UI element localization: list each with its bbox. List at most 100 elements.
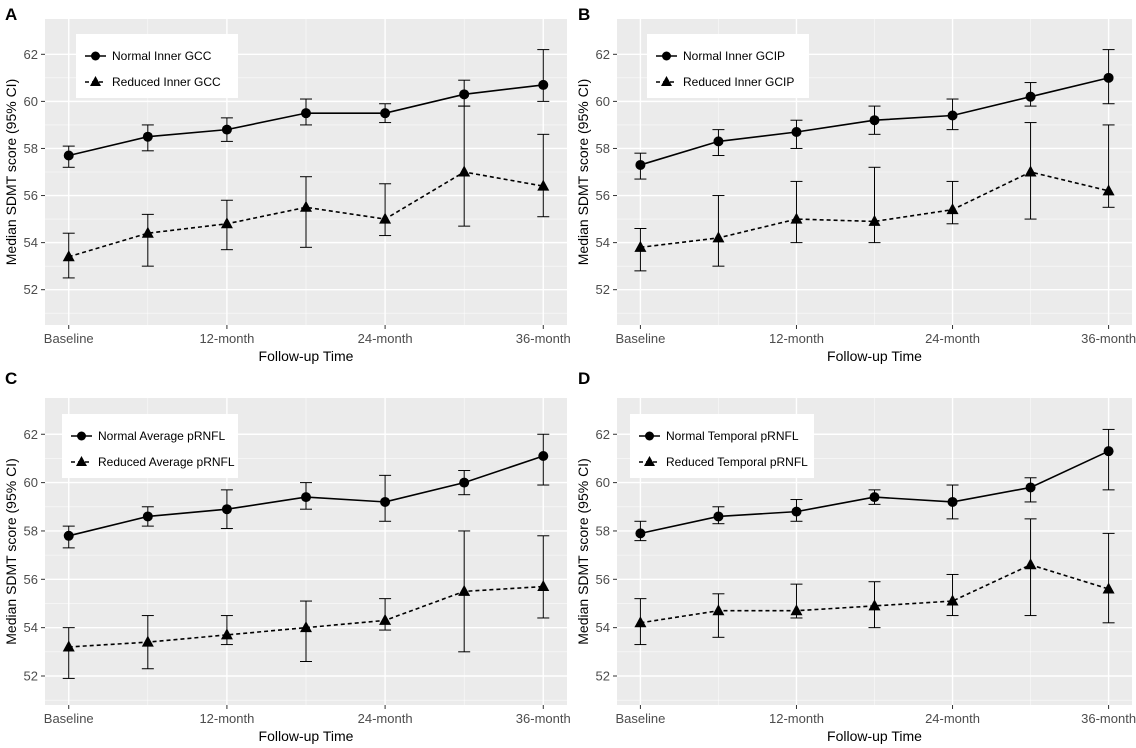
data-point-triangle bbox=[458, 584, 471, 596]
x-tick-label: 24-month bbox=[358, 711, 413, 726]
data-point-circle bbox=[142, 511, 153, 522]
y-tick-label: 52 bbox=[596, 668, 610, 683]
x-tick-label: Baseline bbox=[44, 711, 94, 726]
data-point-triangle bbox=[300, 200, 312, 212]
data-point-circle bbox=[947, 110, 958, 121]
y-tick-label: 60 bbox=[596, 475, 610, 490]
legend-label: Normal Inner GCC bbox=[112, 49, 212, 63]
legend-key bbox=[656, 51, 677, 61]
legend-key-circle bbox=[662, 51, 671, 61]
y-axis-title: Median SDMT score (95% CI) bbox=[3, 79, 19, 265]
y-tick-label: 60 bbox=[596, 94, 610, 109]
data-point-circle bbox=[869, 115, 880, 126]
error-bar bbox=[537, 133, 550, 218]
data-point-circle bbox=[713, 136, 724, 147]
data-point-circle bbox=[713, 511, 724, 522]
x-axis-title: Follow-up Time bbox=[259, 728, 354, 744]
error-bar bbox=[379, 183, 392, 237]
data-point-triangle bbox=[379, 212, 392, 224]
panel-letter: D bbox=[578, 369, 590, 388]
legend-key bbox=[639, 456, 660, 466]
data-point-circle bbox=[635, 159, 646, 170]
y-tick-label: 52 bbox=[24, 668, 38, 683]
x-tick-label: 36-month bbox=[1081, 711, 1136, 726]
x-tick-label: 24-month bbox=[358, 331, 413, 346]
y-tick-label: 62 bbox=[596, 427, 610, 442]
data-point-circle bbox=[301, 492, 311, 503]
data-point-circle bbox=[869, 492, 880, 503]
data-point-triangle bbox=[220, 217, 233, 229]
data-point-triangle bbox=[1102, 184, 1115, 196]
y-tick-label: 52 bbox=[24, 282, 38, 297]
data-point-triangle bbox=[946, 203, 959, 215]
legend-key-circle bbox=[77, 431, 86, 441]
legend-key-triangle bbox=[76, 456, 87, 466]
legend-label: Normal Inner GCIP bbox=[683, 49, 785, 63]
x-axis-title: Follow-up Time bbox=[827, 728, 922, 744]
legend-box bbox=[62, 414, 238, 478]
data-point-circle bbox=[791, 506, 802, 517]
x-tick-label: Baseline bbox=[615, 711, 665, 726]
data-point-triangle bbox=[458, 165, 471, 177]
y-axis-title: Median SDMT score (95% CI) bbox=[575, 79, 591, 265]
x-tick-label: 36-month bbox=[1081, 331, 1136, 346]
data-point-triangle bbox=[634, 616, 647, 628]
y-tick-label: 56 bbox=[596, 188, 610, 203]
y-tick-label: 60 bbox=[24, 475, 38, 490]
data-point-circle bbox=[791, 126, 802, 137]
legend: Normal Inner GCC Reduced Inner GCC bbox=[76, 34, 238, 98]
data-point-triangle bbox=[1024, 558, 1037, 570]
panel-d: 52 54 56 58 60 62 Baseline 12-month 24-month 36-m… bbox=[575, 369, 1136, 744]
error-bar bbox=[62, 627, 75, 679]
legend-label: Reduced Temporal pRNFL bbox=[666, 455, 808, 469]
x-axis-title: Follow-up Time bbox=[259, 348, 354, 364]
y-tick-label: 54 bbox=[24, 235, 38, 250]
y-axis-title: Median SDMT score (95% CI) bbox=[3, 458, 19, 644]
x-tick-label: Baseline bbox=[44, 331, 94, 346]
y-axis-title: Median SDMT score (95% CI) bbox=[575, 458, 591, 644]
legend-key bbox=[656, 76, 677, 86]
y-tick-label: 58 bbox=[596, 523, 610, 538]
legend-key bbox=[71, 456, 92, 466]
data-point-circle bbox=[63, 530, 74, 541]
legend-box bbox=[76, 34, 238, 98]
x-tick-label: 12-month bbox=[199, 331, 254, 346]
legend-key-circle bbox=[91, 51, 100, 61]
series-normal bbox=[62, 49, 550, 168]
data-point-triangle bbox=[1024, 165, 1037, 177]
y-tick-label: 52 bbox=[596, 282, 610, 297]
data-point-circle bbox=[1025, 482, 1036, 493]
legend-key bbox=[71, 431, 92, 441]
y-tick-label: 62 bbox=[596, 47, 610, 62]
data-point-circle bbox=[221, 504, 232, 515]
x-tick-label: 12-month bbox=[769, 331, 824, 346]
y-tick-label: 62 bbox=[24, 47, 38, 62]
error-bar bbox=[868, 166, 881, 244]
y-tick-label: 54 bbox=[596, 235, 610, 250]
error-bar bbox=[537, 49, 550, 102]
data-point-circle bbox=[459, 89, 470, 100]
y-tick-label: 54 bbox=[596, 620, 610, 635]
data-point-triangle bbox=[62, 250, 75, 262]
error-bar bbox=[712, 195, 725, 267]
y-tick-label: 58 bbox=[24, 141, 38, 156]
y-tick-label: 58 bbox=[24, 523, 38, 538]
data-point-triangle bbox=[537, 179, 550, 191]
data-point-triangle bbox=[634, 240, 647, 252]
series-normal bbox=[62, 433, 550, 549]
data-point-circle bbox=[635, 528, 646, 539]
error-bar bbox=[537, 535, 550, 619]
legend-key bbox=[85, 51, 106, 61]
series-reduced bbox=[62, 530, 550, 679]
panel-a: 52 54 56 58 60 62 Baseline 12-month 24-month 36-m… bbox=[3, 5, 571, 364]
data-point-triangle bbox=[868, 214, 881, 226]
x-tick-label: 12-month bbox=[199, 711, 254, 726]
error-bar bbox=[1102, 428, 1115, 491]
data-point-circle bbox=[1103, 72, 1114, 83]
panel-c: 52 54 56 58 60 62 Baseline 12-month 24-month 36-m… bbox=[3, 369, 571, 744]
y-tick-label: 62 bbox=[24, 427, 38, 442]
y-tick-label: 60 bbox=[24, 94, 38, 109]
legend-key-circle bbox=[645, 431, 654, 441]
data-point-circle bbox=[947, 496, 958, 507]
